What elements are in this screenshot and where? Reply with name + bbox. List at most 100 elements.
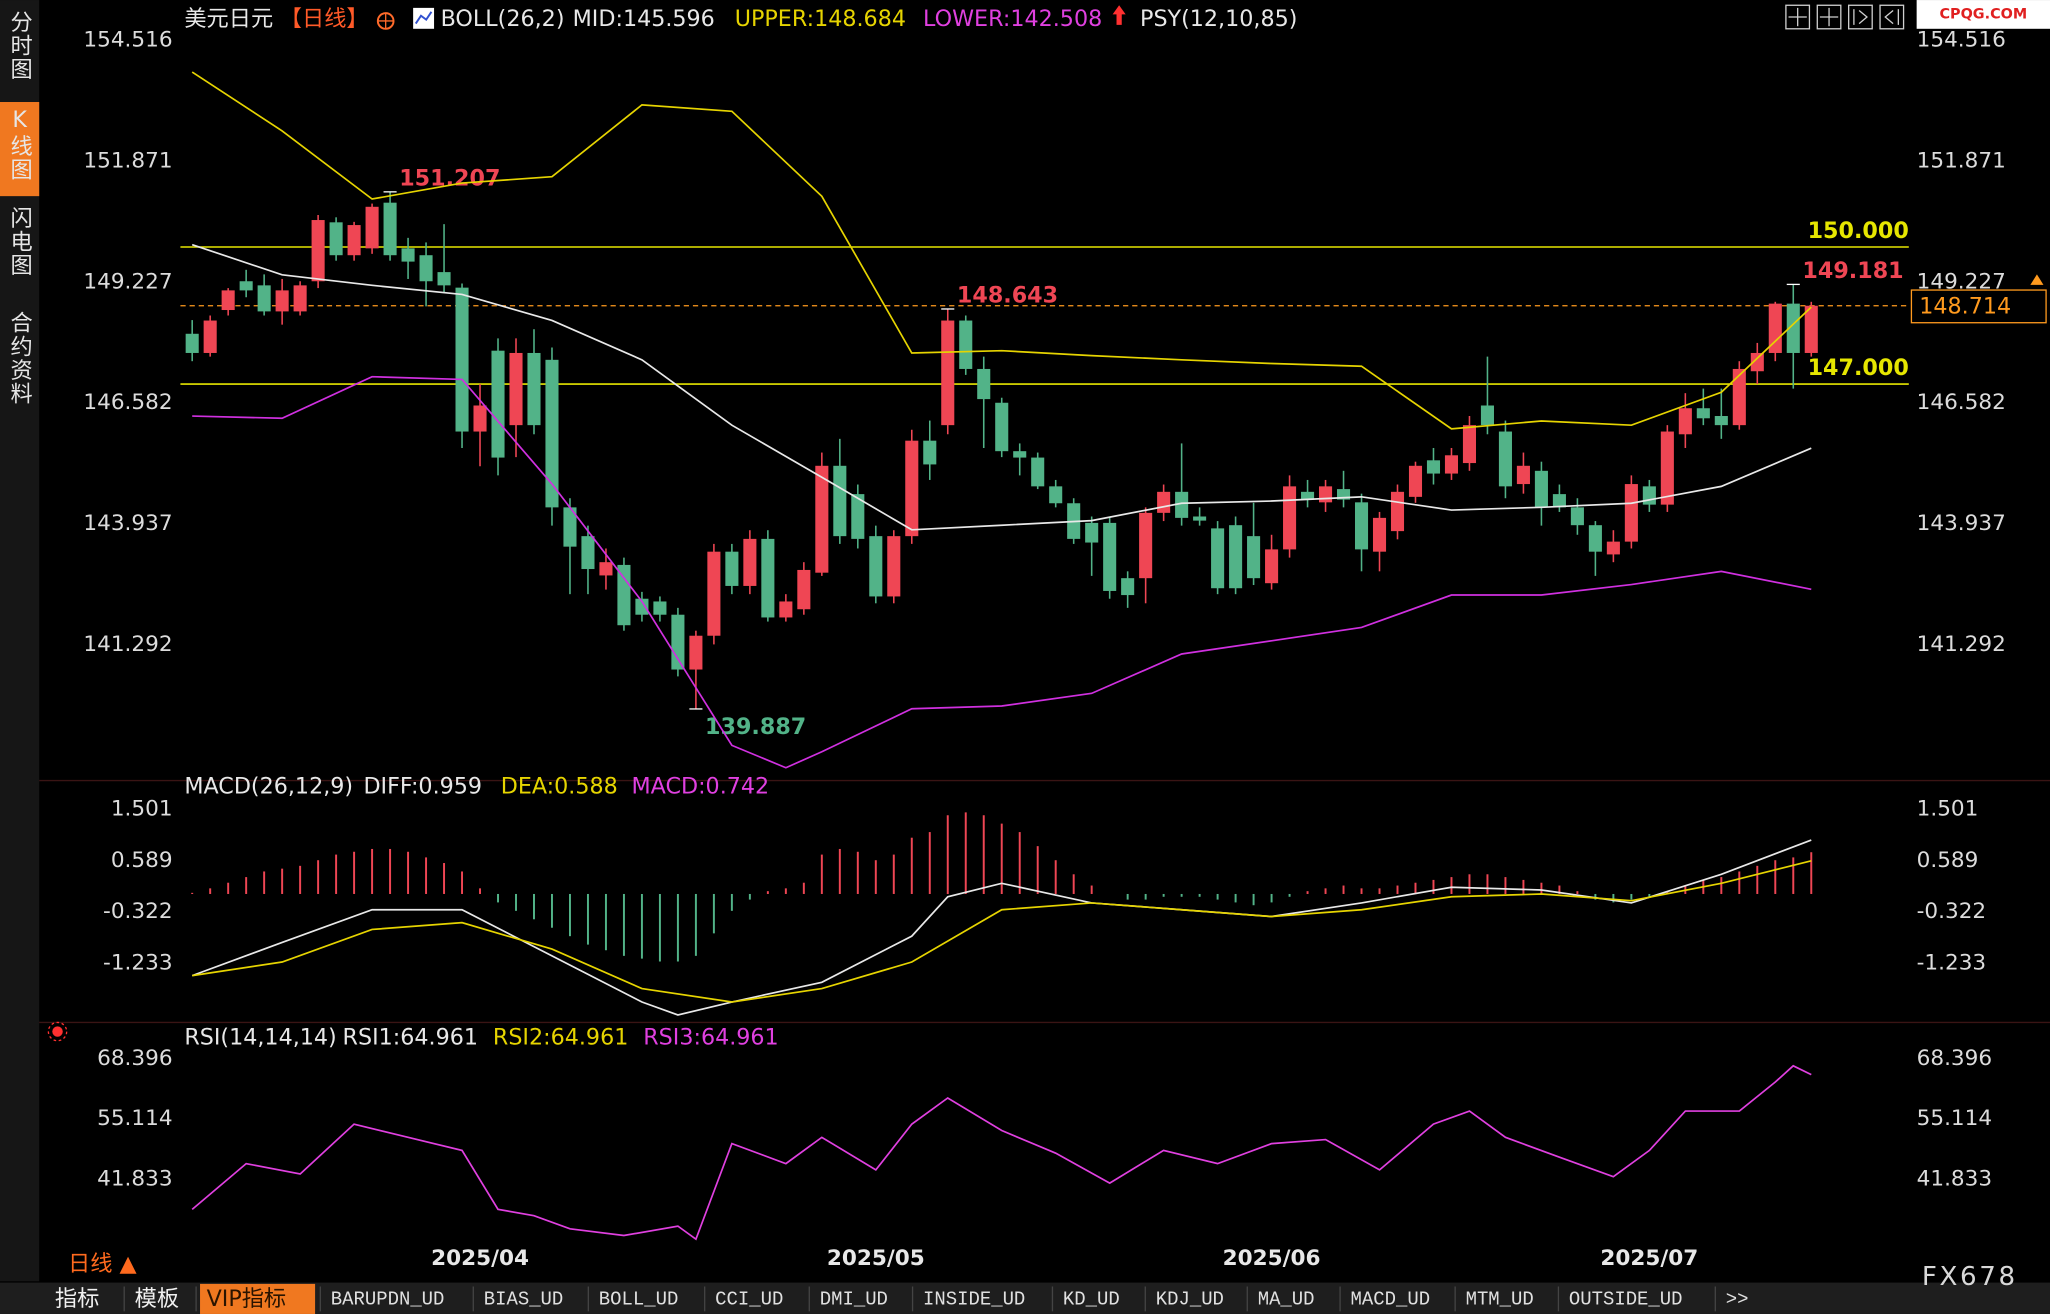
candle-body [1444,455,1459,474]
y-tick-label-right: 41.833 [1917,1166,1992,1191]
last-price-marker [2030,274,2044,285]
legend-item: BOLL(26,2) [441,6,565,32]
candle-body [1139,512,1153,579]
period: 【日线】 [280,6,369,32]
x-tick-label: 2025/05 [827,1246,925,1271]
watermark: CPQG.COM [1940,6,2028,22]
y-tick-label-right: 141.292 [1917,632,2006,657]
legend-item: UPPER:148.684 [735,6,906,32]
tab[interactable]: DMI_UD [820,1289,888,1311]
candle-body [1498,431,1512,487]
legend-item: RSI2:64.961 [493,1025,628,1051]
tab[interactable]: OUTSIDE_UD [1569,1289,1683,1311]
candle-body [1211,528,1225,589]
legend-item: RSI1:64.961 [343,1025,478,1051]
y-tick-label: 154.516 [83,28,172,53]
tab[interactable]: KDJ_UD [1156,1289,1224,1311]
tab[interactable]: CCI_UD [715,1289,783,1311]
legend-item: LOWER:142.508 [923,6,1102,32]
candle-body [689,635,703,670]
tab[interactable]: MTM_UD [1466,1289,1534,1311]
period-button[interactable]: 日线 ▲ [68,1251,138,1277]
tab[interactable]: MACD_UD [1351,1289,1431,1311]
candle-body [1031,457,1045,487]
toolbar[interactable] [1785,4,1905,30]
candle-body [833,465,847,537]
tab[interactable]: INSIDE_UD [923,1289,1025,1311]
candle-body [959,320,973,369]
candle-body [1390,491,1405,532]
candle-body [1678,408,1692,435]
sidebar-item[interactable]: 分时图 [7,10,33,81]
tab[interactable]: MA_UD [1258,1289,1315,1311]
candle-body [1121,578,1135,596]
candle-body [401,248,415,262]
tab[interactable]: VIP指标 [207,1286,287,1312]
candle-body [1696,408,1710,419]
candle-body [1642,486,1656,505]
legend-item: DIFF:0.959 [363,774,482,800]
level-label: 150.000 [1808,218,1909,244]
candle-body [1336,489,1351,500]
last-price-box [1910,289,2047,324]
arrow-icon [1112,5,1126,25]
candle-body [1462,425,1476,464]
sidebar-item[interactable]: 合约资料 [7,311,33,406]
tab[interactable]: KD_UD [1063,1289,1120,1311]
candle-body [1588,525,1602,552]
y-tick-label-right: 146.582 [1917,390,2006,415]
candle-body [509,352,523,426]
y-tick-label: 141.292 [83,632,172,657]
y-tick-label: 41.833 [97,1166,172,1191]
level-label: 147.000 [1808,355,1909,381]
indicator-line [191,839,1812,1016]
candle-body [599,562,613,576]
candle-body [1372,517,1387,552]
sidebar-item[interactable]: 闪电图 [7,206,33,277]
candle-body [1660,431,1674,505]
sidebar-item[interactable]: K线图 [7,107,33,181]
candle-body [923,440,937,465]
tab[interactable]: BARUPDN_UD [331,1289,445,1311]
candle-body [1714,416,1728,426]
tab[interactable]: BOLL_UD [599,1289,679,1311]
candle-body [455,287,469,432]
x-tick-label: 2025/04 [431,1246,529,1271]
y-tick-label-right: 143.937 [1917,511,2006,536]
candle-body [347,225,361,256]
tab[interactable]: >> [1726,1289,1749,1311]
candle-body [779,601,793,618]
candle-body [1786,303,1800,353]
candle-body [1175,491,1189,518]
tab[interactable]: 指标 [55,1286,99,1312]
candle-body [203,320,217,353]
y-tick-label: -0.322 [103,899,173,924]
y-tick-label-right: 68.396 [1917,1046,1992,1071]
legend-item: DEA:0.588 [501,774,618,800]
annotation-label: 139.887 [705,714,806,740]
legend-item: MID:145.596 [573,6,715,32]
y-tick-label-right: 154.516 [1917,28,2006,53]
candle-body [1426,460,1441,474]
legend-item: RSI(14,14,14) [184,1025,336,1051]
candle-body [491,350,505,458]
indicator-line [192,859,1812,1003]
candle-body [617,564,631,626]
rsi-icon[interactable] [52,1026,63,1037]
tab[interactable]: BIAS_UD [484,1289,564,1311]
candle-body [1480,405,1494,426]
candle-body [1768,303,1782,353]
watermark-box [1916,0,2050,29]
legend-item: RSI3:64.961 [643,1025,778,1051]
candle-body [1247,536,1261,579]
candle-body [671,614,685,670]
candle-body [527,352,541,426]
candle-body [1606,541,1620,555]
y-tick-label-right: 55.114 [1917,1106,1992,1131]
candle-body [815,465,829,573]
candle-body [1319,486,1333,503]
tab[interactable]: 模板 [135,1286,179,1312]
candle-body [761,538,775,618]
tab-bar [0,1282,2050,1314]
